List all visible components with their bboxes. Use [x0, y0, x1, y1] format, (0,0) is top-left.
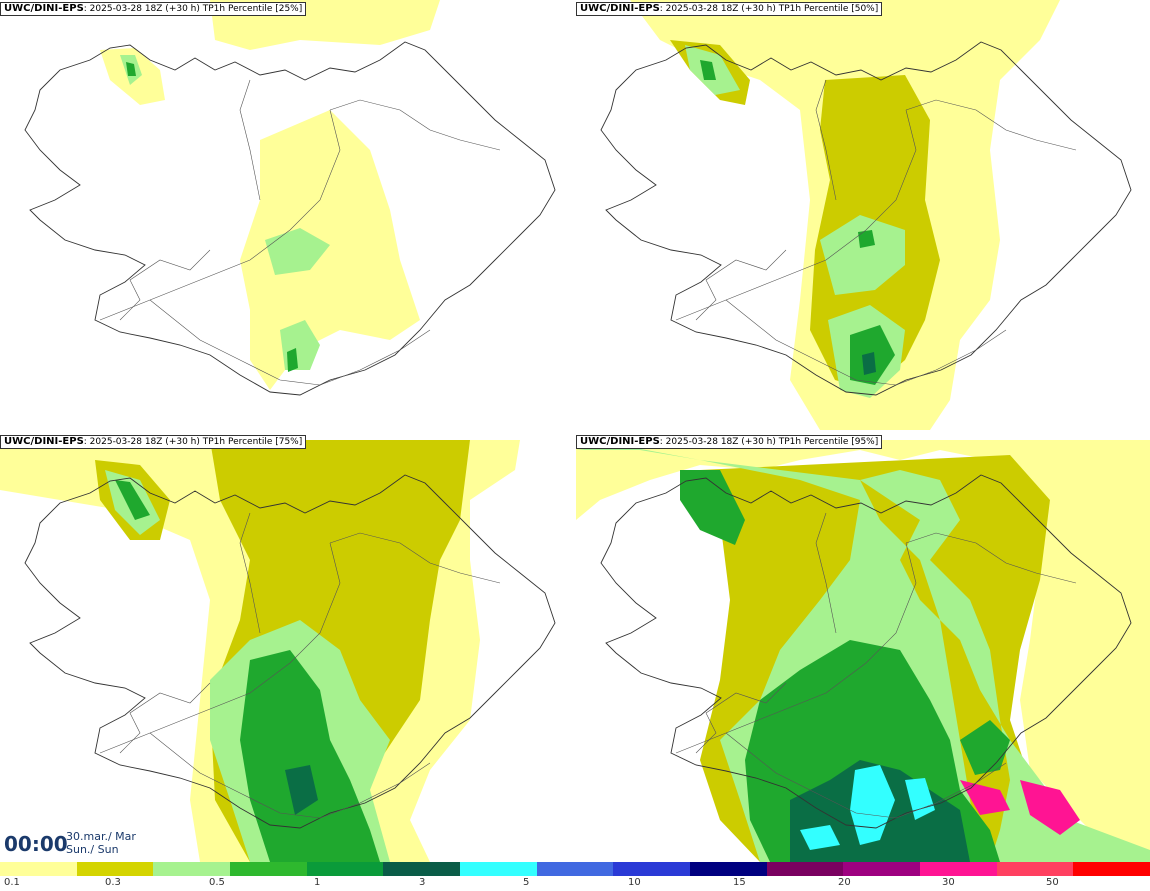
coastline — [24, 474, 556, 829]
road-line — [329, 532, 501, 584]
road-line — [329, 99, 501, 151]
precip-area — [960, 780, 1010, 815]
legend-label: 3 — [419, 877, 426, 888]
legend-label: 30 — [942, 877, 955, 888]
legend-color-bar — [0, 862, 1150, 876]
precip-layer — [576, 440, 1150, 862]
road-line — [695, 682, 787, 754]
legend-label: 1 — [314, 877, 321, 888]
precip-map-95 — [576, 440, 1150, 862]
legend-swatch — [766, 862, 844, 876]
precip-area — [1020, 780, 1080, 835]
road-line — [99, 542, 341, 754]
road-line — [99, 109, 341, 321]
legend-label: 0.3 — [105, 877, 121, 888]
road-line — [695, 249, 787, 321]
road-line — [149, 732, 431, 819]
legend-swatch — [1073, 862, 1150, 876]
road-line — [239, 79, 261, 201]
legend-swatch — [0, 862, 77, 876]
road-line — [725, 299, 1007, 386]
road-line — [149, 299, 431, 386]
precip-area — [858, 230, 875, 248]
road-line — [905, 532, 1077, 584]
precip-area — [576, 440, 1150, 862]
precip-area — [680, 470, 745, 545]
valid-time-box: 00:00 30.mar./ Mar Sun./ Sun — [0, 826, 140, 862]
precip-layer — [0, 440, 520, 862]
legend-swatch — [153, 862, 231, 876]
legend-swatch — [230, 862, 307, 876]
precip-area — [850, 765, 895, 845]
precip-map-75 — [0, 440, 556, 862]
road-line — [725, 732, 1007, 819]
precip-area — [265, 228, 330, 275]
map-panel-95: UWC/DINI-EPS: 2025-03-28 18Z (+30 h) TP1… — [576, 433, 1150, 863]
legend-labels: 0.1 0.3 0.5 1 3 5 10 15 20 30 50 — [0, 877, 1150, 891]
road-line — [905, 99, 1077, 151]
legend-swatch — [383, 862, 461, 876]
road-line — [675, 542, 917, 754]
precip-layer — [630, 0, 1060, 430]
legend-label: 50 — [1046, 877, 1059, 888]
road-line — [675, 109, 917, 321]
valid-time-clock: 00:00 — [4, 832, 68, 856]
legend-swatch — [920, 862, 997, 876]
coastline — [600, 41, 1132, 396]
road-line — [119, 249, 211, 321]
legend-label: 0.5 — [209, 877, 225, 888]
precip-area — [115, 480, 150, 520]
legend-swatch — [690, 862, 767, 876]
legend-swatch — [843, 862, 921, 876]
road-line — [815, 512, 837, 634]
road-line — [815, 79, 837, 201]
legend-swatch — [996, 862, 1074, 876]
color-legend: 0.1 0.3 0.5 1 3 5 10 15 20 30 50 — [0, 862, 1150, 891]
legend-swatch — [306, 862, 384, 876]
precip-area — [800, 825, 840, 850]
precip-area — [700, 60, 716, 80]
panel-title: UWC/DINI-EPS: 2025-03-28 18Z (+30 h) TP1… — [576, 2, 883, 16]
panel-title: UWC/DINI-EPS: 2025-03-28 18Z (+30 h) TP1… — [576, 435, 883, 449]
legend-label: 0.1 — [4, 877, 20, 888]
legend-swatch — [76, 862, 154, 876]
road-line — [119, 682, 211, 754]
precip-map-50 — [600, 0, 1132, 430]
precip-area — [126, 62, 136, 76]
legend-label: 20 — [838, 877, 851, 888]
date-line-2: Sun./ Sun — [66, 843, 119, 856]
valid-time-date: 30.mar./ Mar Sun./ Sun — [66, 830, 136, 856]
coastline — [24, 41, 556, 396]
map-panel-25: UWC/DINI-EPS: 2025-03-28 18Z (+30 h) TP1… — [0, 0, 574, 430]
precip-area — [820, 215, 905, 295]
precip-area — [862, 352, 876, 375]
coastline — [600, 474, 1132, 829]
precip-layer — [100, 0, 440, 390]
map-panel-50: UWC/DINI-EPS: 2025-03-28 18Z (+30 h) TP1… — [576, 0, 1150, 430]
map-panel-75: UWC/DINI-EPS: 2025-03-28 18Z (+30 h) TP1… — [0, 433, 574, 863]
road-line — [239, 512, 261, 634]
legend-label: 10 — [628, 877, 641, 888]
legend-label: 5 — [523, 877, 530, 888]
legend-swatch — [536, 862, 614, 876]
precip-area — [285, 765, 318, 815]
precip-area — [287, 348, 298, 372]
precip-map-25 — [24, 0, 556, 396]
panel-title: UWC/DINI-EPS: 2025-03-28 18Z (+30 h) TP1… — [0, 2, 307, 16]
legend-swatch — [613, 862, 691, 876]
panel-title: UWC/DINI-EPS: 2025-03-28 18Z (+30 h) TP1… — [0, 435, 307, 449]
legend-label: 15 — [733, 877, 746, 888]
date-line-1: 30.mar./ Mar — [66, 830, 136, 843]
precip-area — [905, 778, 935, 820]
legend-swatch — [460, 862, 537, 876]
precip-area — [240, 110, 420, 390]
